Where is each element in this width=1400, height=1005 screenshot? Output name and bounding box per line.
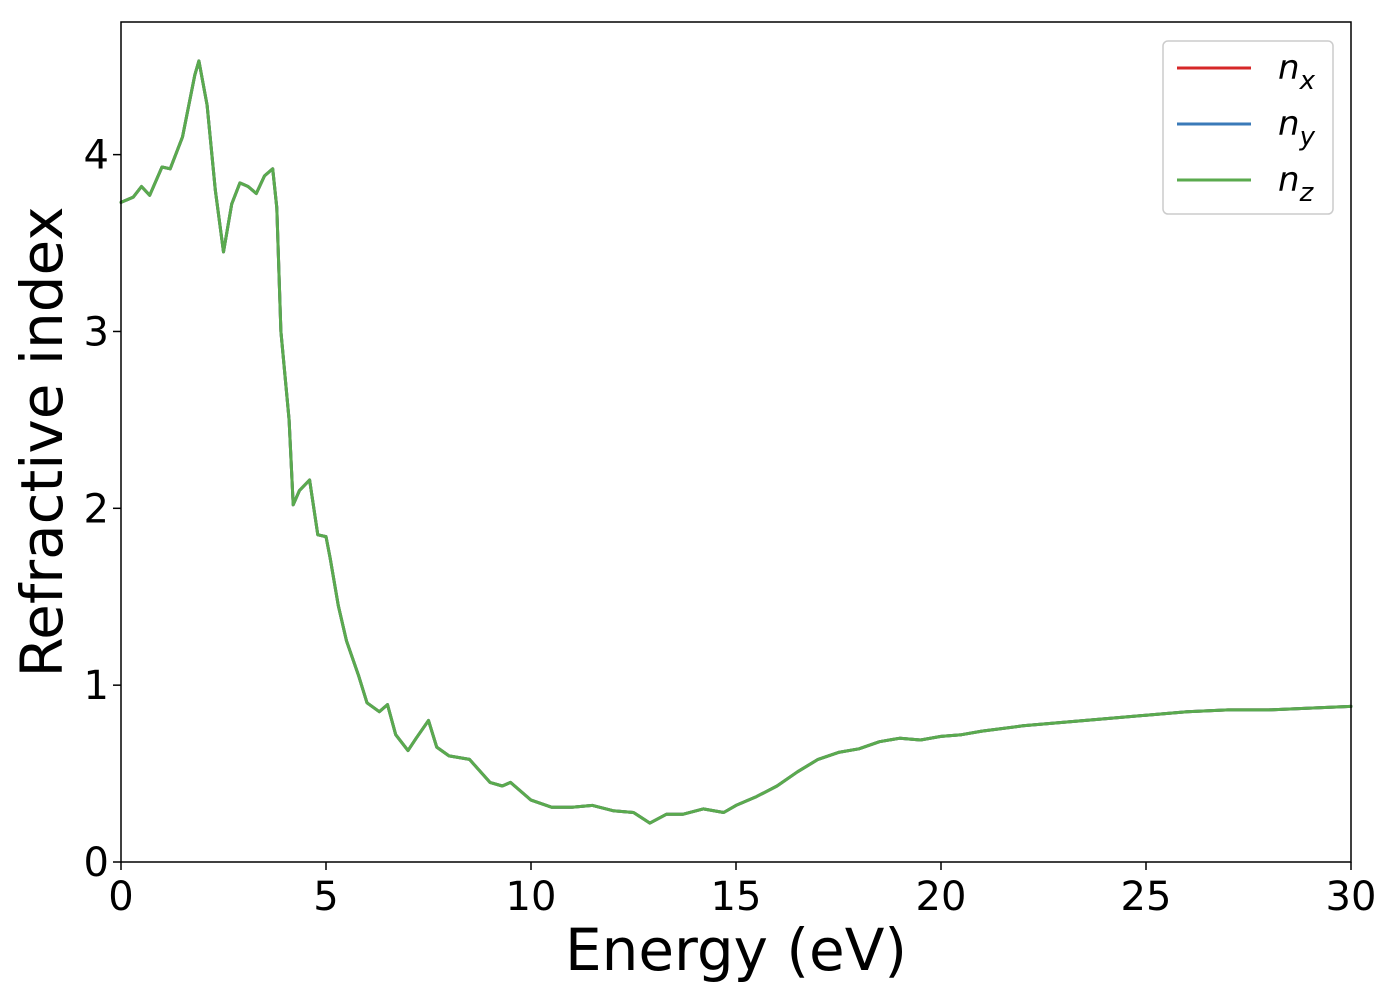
y-tick-label: 2 [84, 486, 109, 532]
y-axis-title: Refractive index [8, 206, 76, 677]
x-tick-label: 0 [108, 874, 133, 920]
legend-label-base: n [1278, 104, 1300, 144]
y-tick-label: 1 [84, 663, 109, 709]
x-tick-label: 15 [711, 874, 762, 920]
x-tick-label: 5 [313, 874, 338, 920]
y-axis-ticks: 0 1 2 3 4 [84, 133, 121, 886]
legend-label-subscript: y [1299, 122, 1316, 152]
x-axis-title: Energy (eV) [565, 916, 907, 984]
series-layer [119, 59, 1353, 825]
x-tick-label: 20 [916, 874, 967, 920]
legend-label-subscript: z [1299, 178, 1315, 208]
legend-label-z: nz [1278, 160, 1315, 208]
x-axis-ticks: 0 5 10 15 20 25 30 [108, 862, 1376, 920]
x-tick-label: 10 [506, 874, 557, 920]
series-line-z [119, 59, 1353, 825]
legend-label-subscript: x [1299, 66, 1316, 96]
x-tick-label: 25 [1121, 874, 1172, 920]
y-tick-label: 0 [84, 840, 109, 886]
legend-label-y: ny [1278, 104, 1316, 152]
x-tick-label: 30 [1326, 874, 1377, 920]
legend-label-x: nx [1278, 48, 1316, 96]
legend-box [1162, 40, 1334, 215]
legend-label-base: n [1278, 48, 1300, 88]
y-tick-label: 3 [84, 309, 109, 355]
y-tick-label: 4 [84, 133, 109, 179]
legend-label-base: n [1278, 160, 1300, 200]
